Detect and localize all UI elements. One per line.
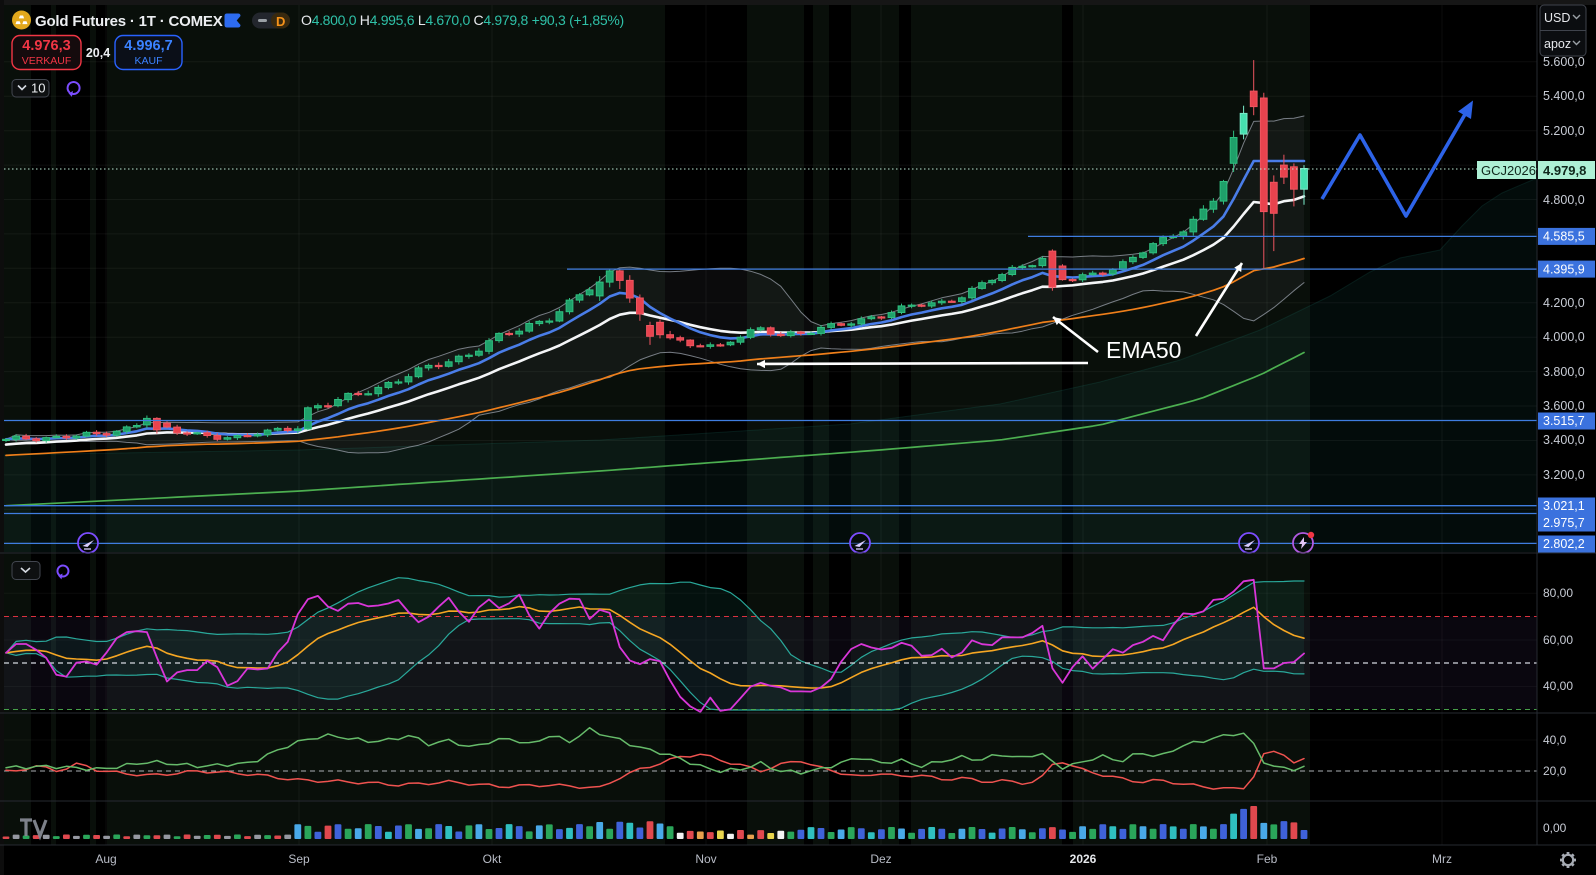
svg-text:VERKAUF: VERKAUF xyxy=(22,55,72,67)
svg-text:GCJ2026: GCJ2026 xyxy=(1481,163,1536,178)
svg-text:Sep: Sep xyxy=(288,852,310,866)
svg-text:KAUF: KAUF xyxy=(134,55,162,67)
svg-text:D: D xyxy=(276,14,285,29)
svg-text:20,4: 20,4 xyxy=(86,46,110,60)
svg-text:60,00: 60,00 xyxy=(1543,633,1573,647)
svg-text:Feb: Feb xyxy=(1257,852,1278,866)
svg-text:10: 10 xyxy=(31,81,45,96)
svg-text:O4.800,0 H4.995,6 L4.670,0 C4.: O4.800,0 H4.995,6 L4.670,0 C4.979,8 +90,… xyxy=(301,12,624,28)
svg-text:4.976,3: 4.976,3 xyxy=(22,38,70,54)
svg-text:40,0: 40,0 xyxy=(1543,733,1567,747)
svg-text:Nov: Nov xyxy=(695,852,716,866)
svg-text:3.021,1: 3.021,1 xyxy=(1543,499,1585,513)
svg-text:5.200,0: 5.200,0 xyxy=(1543,124,1585,138)
svg-text:2026: 2026 xyxy=(1070,852,1097,866)
svg-text:2.975,7: 2.975,7 xyxy=(1543,516,1585,530)
svg-text:Dez: Dez xyxy=(870,852,891,866)
svg-text:3.200,0: 3.200,0 xyxy=(1543,468,1585,482)
svg-text:40,00: 40,00 xyxy=(1543,679,1573,693)
svg-text:Okt: Okt xyxy=(483,852,502,866)
svg-text:5.400,0: 5.400,0 xyxy=(1543,89,1585,103)
svg-text:Mrz: Mrz xyxy=(1432,852,1452,866)
svg-text:4.000,0: 4.000,0 xyxy=(1543,330,1585,344)
svg-text:Gold Futures · 1T · COMEX: Gold Futures · 1T · COMEX xyxy=(35,13,223,30)
svg-text:USD: USD xyxy=(1544,11,1570,25)
svg-text:4.395,9: 4.395,9 xyxy=(1543,262,1585,276)
svg-text:20,0: 20,0 xyxy=(1543,764,1567,778)
svg-text:2.802,2: 2.802,2 xyxy=(1543,537,1585,551)
svg-text:4.585,5: 4.585,5 xyxy=(1543,230,1585,244)
svg-text:3.800,0: 3.800,0 xyxy=(1543,365,1585,379)
svg-text:apoz: apoz xyxy=(1544,37,1571,51)
svg-text:0,00: 0,00 xyxy=(1543,821,1567,835)
svg-text:4.979,8: 4.979,8 xyxy=(1543,163,1586,178)
svg-text:3.600,0: 3.600,0 xyxy=(1543,399,1585,413)
svg-text:4.800,0: 4.800,0 xyxy=(1543,193,1585,207)
svg-text:3.400,0: 3.400,0 xyxy=(1543,433,1585,447)
svg-text:3.515,7: 3.515,7 xyxy=(1543,414,1585,428)
svg-text:80,00: 80,00 xyxy=(1543,586,1573,600)
svg-text:EMA50: EMA50 xyxy=(1106,337,1181,363)
svg-text:4.200,0: 4.200,0 xyxy=(1543,296,1585,310)
svg-text:4.996,7: 4.996,7 xyxy=(124,38,172,54)
svg-text:Aug: Aug xyxy=(95,852,116,866)
svg-text:5.600,0: 5.600,0 xyxy=(1543,55,1585,69)
